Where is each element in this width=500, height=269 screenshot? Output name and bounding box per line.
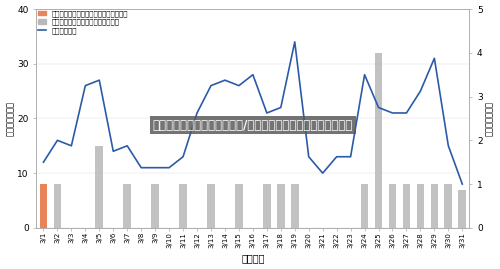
Bar [277, 184, 284, 228]
Bar [40, 184, 48, 228]
Bar [179, 184, 187, 228]
Legend: 新冠病毒感染导致呼吸功能衰竭死亡病例, 基础疾病合并新冠病毒感染死亡病例, 新增重症病例: 新冠病毒感染导致呼吸功能衰竭死亡病例, 基础疾病合并新冠病毒感染死亡病例, 新增… [36, 9, 130, 35]
Bar [263, 184, 270, 228]
Bar [374, 53, 382, 228]
Bar [416, 184, 424, 228]
Y-axis label: 新增重症病例数: 新增重症病例数 [6, 101, 15, 136]
Bar [430, 184, 438, 228]
Text: 内蒙古疫情最新消息今日新增/内蒙古疫情最新消息今日新增病例: 内蒙古疫情最新消息今日新增/内蒙古疫情最新消息今日新增病例 [153, 119, 353, 132]
Bar [444, 184, 452, 228]
Bar [124, 184, 131, 228]
X-axis label: 报告日期: 报告日期 [241, 253, 264, 263]
Bar [96, 146, 103, 228]
Bar [207, 184, 215, 228]
Bar [388, 184, 396, 228]
Bar [291, 184, 298, 228]
Bar [402, 184, 410, 228]
Y-axis label: 新增死亡病例数: 新增死亡病例数 [486, 101, 494, 136]
Bar [54, 184, 62, 228]
Bar [458, 190, 466, 228]
Bar [360, 184, 368, 228]
Bar [152, 184, 159, 228]
Bar [235, 184, 243, 228]
